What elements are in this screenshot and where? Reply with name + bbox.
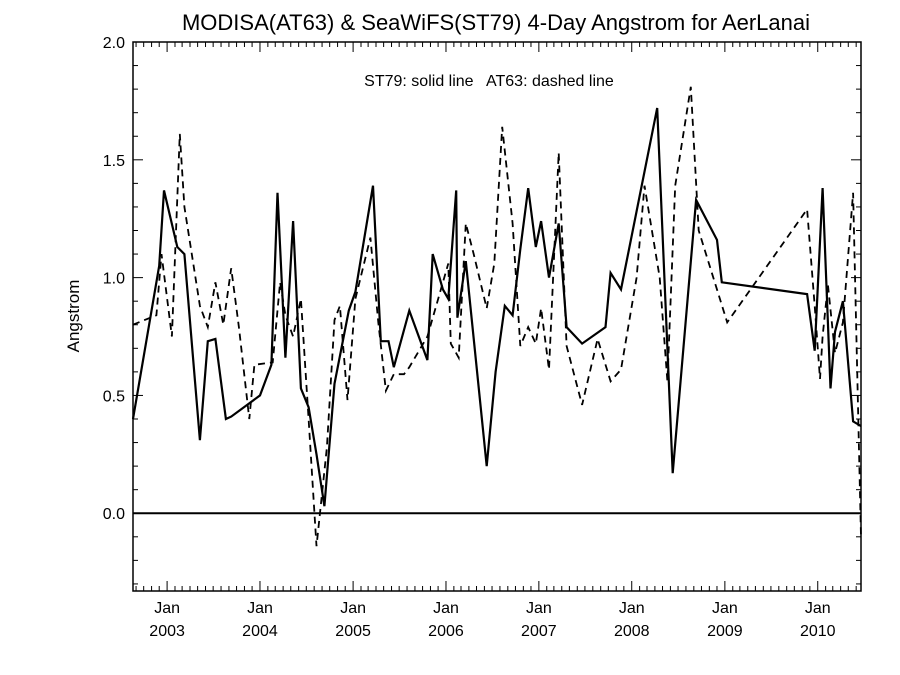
y-tick-label: 1.0 (103, 271, 125, 288)
x-tick-month-label: Jan (712, 600, 738, 617)
x-tick-month-label: Jan (433, 600, 459, 617)
series-line-st79 (131, 107, 862, 507)
x-tick-month-label: Jan (619, 600, 645, 617)
x-tick-year-label: 2006 (428, 623, 464, 640)
y-tick-label: 0.0 (103, 506, 125, 523)
x-tick-year-label: 2008 (614, 623, 650, 640)
y-tick-label: 0.5 (103, 388, 125, 405)
x-tick-year-label: 2005 (335, 623, 371, 640)
plot-area (131, 86, 862, 547)
x-tick-month-label: Jan (526, 600, 552, 617)
x-tick-month-label: Jan (154, 600, 180, 617)
x-tick-year-label: 2010 (800, 623, 836, 640)
x-tick-year-label: 2003 (149, 623, 185, 640)
y-axis: 0.0 0.5 1.0 1.5 2.0 (103, 35, 861, 585)
series-legend-annotation: ST79: solid line AT63: dashed line (364, 73, 614, 90)
x-tick-month-label: Jan (805, 600, 831, 617)
x-tick-month-label: Jan (247, 600, 273, 617)
chart-title: MODISA(AT63) & SeaWiFS(ST79) 4-Day Angst… (182, 10, 810, 35)
x-tick-year-label: 2007 (521, 623, 557, 640)
x-axis: Jan 2003 Jan 2004 Jan 2005 Jan 2006 Jan 2007 Jan 20… (135, 42, 857, 640)
y-tick-label: 1.5 (103, 153, 125, 170)
x-tick-year-label: 2004 (242, 623, 278, 640)
y-axis-label: Angstrom (64, 280, 83, 353)
plot-frame (132, 41, 862, 592)
y-tick-label: 2.0 (103, 35, 125, 52)
x-tick-year-label: 2009 (707, 623, 743, 640)
series-line-at63 (132, 86, 862, 547)
x-tick-month-label: Jan (340, 600, 366, 617)
